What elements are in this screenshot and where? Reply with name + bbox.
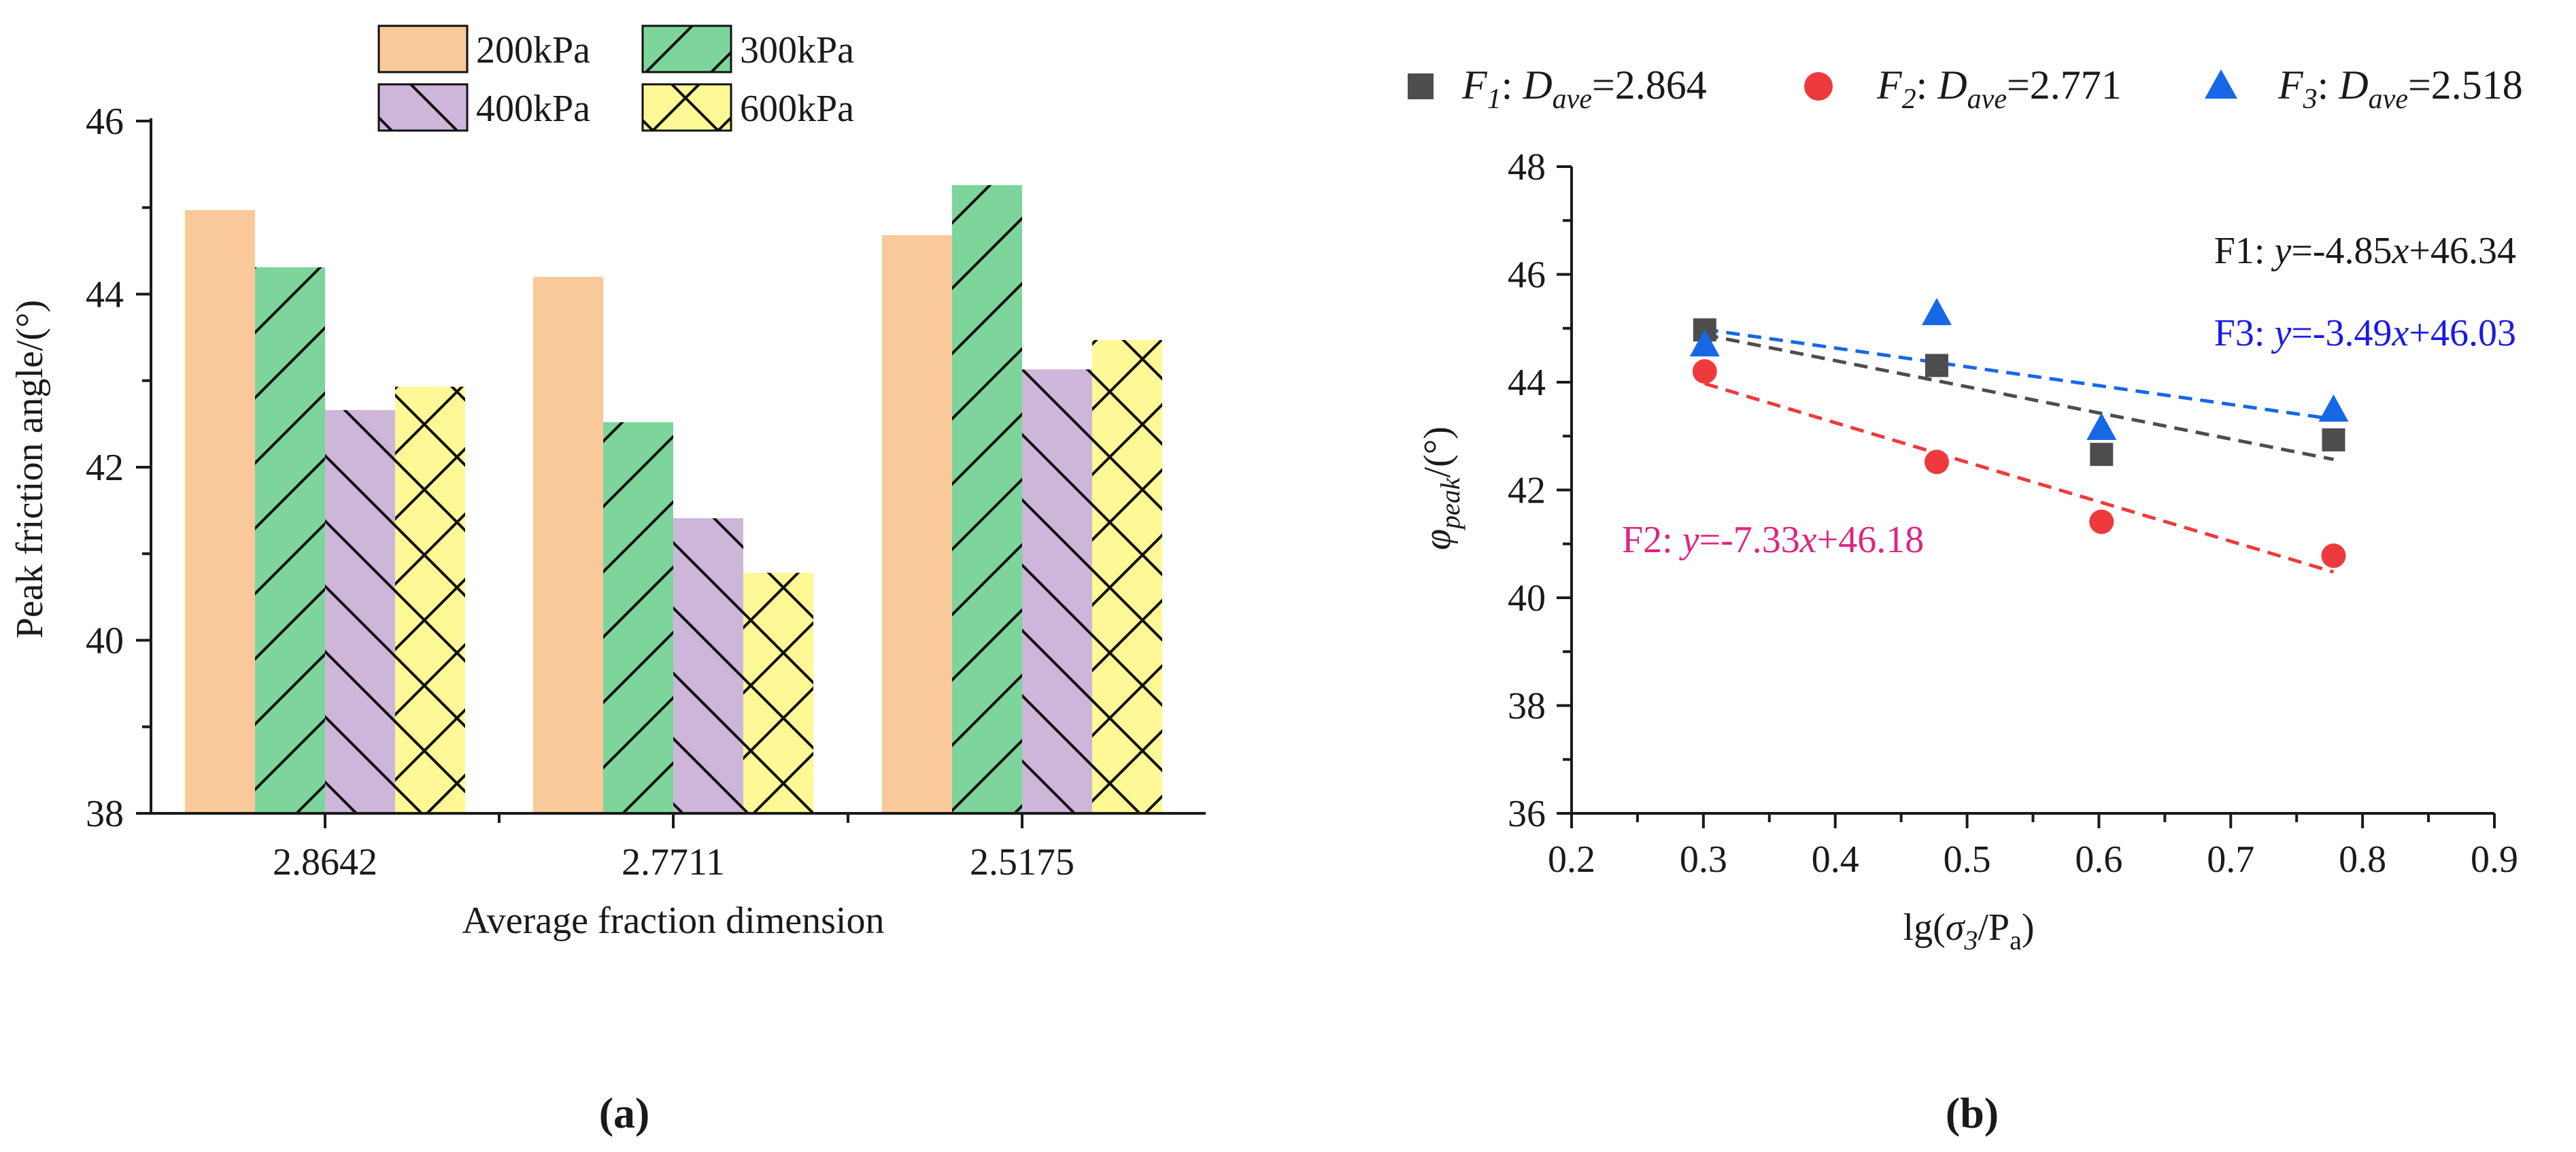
point-f3-0 [1689,329,1720,357]
bar-chart-x-axis-label: Average fraction dimension [462,900,885,942]
fit-line-f3 [1704,327,2334,421]
x-tick-label: 2.7711 [622,841,725,883]
bar-chart-y-axis-label: Peak friction angle/(°) [9,300,51,639]
bar-300kpa-2_7711 [603,422,673,813]
bar-200kpa-2_5175 [882,235,952,814]
bar-600kpa-2_5175 [1092,339,1162,813]
point-f2-1 [1924,450,1949,475]
y-tick-label: 38 [1508,685,1546,728]
legend-marker-square [1408,73,1434,99]
y-tick-label: 40 [86,620,124,662]
legend-swatch-600kpa [641,83,732,132]
data-points [1689,298,2349,569]
x-tick-label: 2.8642 [273,841,377,883]
legend-label-600kpa: 600kPa [740,88,854,130]
legend-swatch-300kpa [641,24,732,73]
bar-600kpa-2_7711 [743,573,813,813]
x-tick-label: 0.4 [1812,838,1859,881]
point-f3-3 [2318,394,2349,422]
legend-label-f3: F3: Dave=2.518 [2277,63,2523,115]
legend-swatch-400kpa [377,83,469,132]
point-f3-1 [1921,298,1952,326]
legend-label-f1: F1: Dave=2.864 [1461,63,1707,115]
x-tick-label: 0.6 [2075,838,2122,881]
bar-chart-y-ticks: 38 40 42 44 46 [86,101,151,835]
fit-lines [1704,327,2335,574]
legend-swatch-200kpa [377,24,469,73]
bar-200kpa-2_7711 [533,277,603,813]
bar-chart-x-ticks: 2.8642 2.7711 2.5175 [273,813,1074,883]
legend-label-200kpa: 200kPa [476,29,590,71]
legend-marker-circle [1804,72,1833,101]
scatter-x-axis-label: lg(σ3/Pa) [1903,907,2035,955]
point-f2-3 [2321,543,2346,569]
scatter-y-axis-label: φpeak/(°) [1417,426,1465,550]
y-tick-label: 36 [1508,793,1546,835]
point-f2-2 [2089,509,2114,535]
y-tick-label: 40 [1508,577,1546,620]
legend-label-f2: F2: Dave=2.771 [1876,63,2122,115]
scatter-ticks: 0.2 0.3 0.4 0.5 0.6 0.7 0.8 0.9 36 38 40 42 44 46 48 [1508,146,2518,881]
bar-chart-legend: 200kPa 300kPa 400kPa 600kPa [377,24,854,132]
panel-label-a: (a) [599,1089,650,1137]
bar-400kpa-2_5175 [1022,369,1092,813]
y-tick-label: 42 [86,447,124,489]
legend-label-400kpa: 400kPa [476,88,590,130]
bar-300kpa-2_8642 [255,267,325,813]
point-f1-2 [2090,443,2114,467]
x-tick-label: 0.8 [2339,838,2386,881]
bar-group [185,185,1162,814]
point-f3-2 [2086,412,2117,440]
legend-marker-triangle [2205,69,2237,99]
legend-label-300kpa: 300kPa [740,29,854,71]
bar-chart-panel: 38 40 42 44 46 2.8642 2.7711 2.5175 Average fr… [9,24,1206,942]
panel-label-b: (b) [1946,1089,1999,1137]
bar-600kpa-2_8642 [395,386,465,813]
point-f1-1 [1925,354,1948,377]
y-tick-label: 46 [1508,254,1546,297]
y-tick-label: 44 [86,274,124,316]
y-tick-label: 44 [1508,362,1546,404]
point-f1-3 [2322,428,2345,452]
x-tick-label: 0.3 [1680,838,1727,881]
bar-400kpa-2_8642 [325,410,395,813]
x-tick-label: 2.5175 [970,841,1074,883]
bar-300kpa-2_5175 [952,185,1022,813]
y-tick-label: 46 [86,101,124,143]
point-f2-0 [1692,359,1717,384]
y-tick-label: 38 [86,793,124,835]
x-tick-label: 0.7 [2207,838,2254,881]
x-tick-label: 0.5 [1944,838,1991,881]
fit-equation-f3: F3: y=-3.49x+46.03 [2214,312,2516,354]
bar-400kpa-2_7711 [673,518,743,813]
x-tick-label: 0.9 [2471,838,2518,881]
bar-200kpa-2_8642 [185,210,255,813]
fit-line-f2 [1704,382,2335,574]
y-tick-label: 48 [1508,146,1546,188]
scatter-chart-panel: 0.2 0.3 0.4 0.5 0.6 0.7 0.8 0.9 36 38 40 42 44 46 48 l… [1408,63,2523,955]
fit-equation-f1: F1: y=-4.85x+46.34 [2214,230,2516,272]
fit-line-f1 [1704,333,2334,462]
fit-equation-f2: F2: y=-7.33x+46.18 [1622,519,1924,561]
x-tick-label: 0.2 [1548,838,1595,881]
scatter-legend: F1: Dave=2.864 F2: Dave=2.771 F3: Dave=2… [1408,63,2523,115]
y-tick-label: 42 [1508,470,1546,512]
